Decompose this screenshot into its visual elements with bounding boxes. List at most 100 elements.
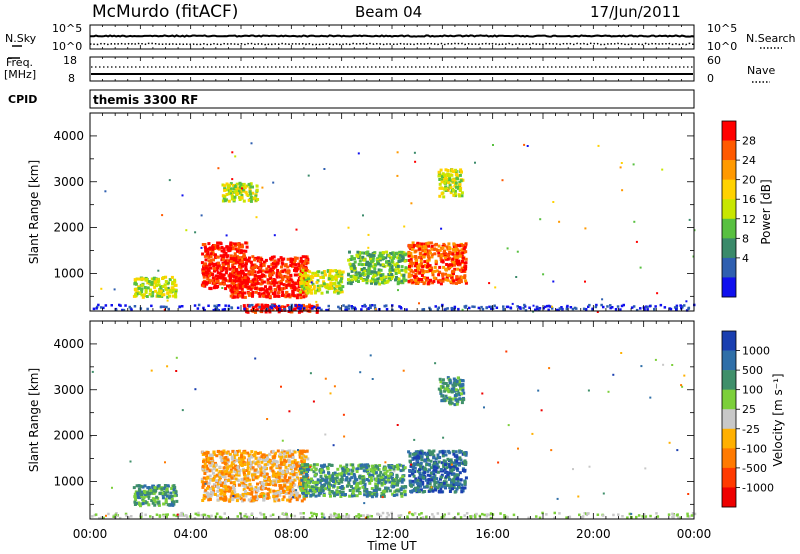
echo-cell: [134, 293, 137, 297]
echo-cell: [396, 479, 400, 483]
echo-cell: [275, 275, 279, 279]
echo-cell: [648, 304, 652, 308]
echo-cell: [452, 465, 456, 469]
echo-cell: [345, 463, 349, 467]
echo-cell: [493, 304, 496, 307]
echo-cell: [376, 260, 380, 264]
echo-cell: [224, 304, 227, 307]
echo-cell: [246, 280, 250, 284]
echo-cell: [363, 489, 367, 493]
echo-cell: [259, 473, 263, 477]
echo-cell: [159, 289, 163, 293]
echo-cell: [293, 458, 297, 462]
echo-cell: [201, 268, 205, 272]
echo-cell: [242, 252, 246, 256]
echo-cell: [269, 277, 273, 280]
echo-cell: [271, 303, 274, 307]
echo-cell: [333, 471, 337, 475]
echo-cell: [260, 287, 264, 291]
echo-cell: [261, 186, 264, 189]
echo-cell: [171, 294, 175, 298]
echo-cell: [442, 480, 446, 484]
echo-cell: [387, 262, 391, 266]
echo-cell: [464, 304, 468, 308]
echo-cell: [457, 249, 461, 253]
echo-cell: [139, 484, 143, 488]
echo-cell: [324, 475, 328, 479]
echo-cell: [432, 276, 436, 280]
echo-cell: [263, 465, 267, 469]
echo-cell: [381, 255, 385, 259]
echo-cell: [341, 285, 345, 289]
echo-cell: [389, 472, 393, 476]
echo-cell: [274, 460, 278, 463]
echo-cell: [213, 262, 217, 266]
echo-cell: [290, 283, 294, 287]
echo-cell: [401, 464, 405, 468]
echo-cell: [236, 468, 240, 471]
echo-cell: [247, 198, 251, 202]
echo-cell: [293, 286, 297, 290]
echo-cell: [397, 463, 401, 467]
echo-cell: [245, 192, 249, 196]
echo-cell: [390, 260, 394, 264]
echo-cell: [366, 470, 370, 474]
echo-cell: [209, 464, 213, 468]
echo-cell: [367, 269, 371, 273]
echo-cell: [446, 172, 450, 176]
echo-cell: [156, 294, 160, 298]
nave-right-tick-top: 60: [707, 54, 721, 67]
echo-cell: [462, 247, 466, 251]
echo-cell: [373, 306, 377, 310]
echo-cell: [358, 475, 361, 479]
echo-cell: [157, 283, 161, 287]
echo-cell: [411, 241, 415, 245]
station-title: McMurdo (fitACF): [92, 2, 238, 22]
echo-cell: [412, 489, 415, 493]
echo-cell: [218, 465, 222, 469]
echo-cell: [421, 490, 425, 494]
echo-cell: [299, 256, 303, 260]
echo-cell: [286, 304, 290, 308]
echo-cell: [450, 480, 453, 484]
echo-cell: [364, 263, 368, 267]
echo-cell: [331, 269, 335, 273]
echo-cell: [135, 292, 139, 296]
echo-cell: [137, 501, 141, 505]
echo-cell: [423, 252, 427, 256]
echo-cell: [174, 490, 178, 494]
echo-cell: [395, 483, 399, 487]
echo-cell: [411, 483, 415, 487]
echo-cell: [437, 306, 440, 309]
echo-cell: [382, 467, 386, 471]
echo-cell: [150, 280, 154, 284]
echo-cell: [208, 487, 212, 491]
colorbar-segment: [722, 160, 736, 180]
echo-cell: [238, 290, 242, 294]
echo-cell: [345, 306, 349, 309]
echo-cell: [294, 269, 298, 273]
echo-cell: [427, 249, 431, 253]
echo-cell: [367, 262, 371, 266]
echo-cell: [275, 473, 279, 477]
echo-cell: [334, 274, 338, 278]
echo-cell: [350, 278, 354, 282]
echo-cell: [419, 259, 423, 263]
echo-cell: [300, 274, 304, 278]
echo-cell: [516, 305, 519, 308]
echo-cell: [234, 464, 237, 468]
echo-cell: [275, 477, 279, 481]
echo-cell: [147, 280, 151, 283]
echo-cell: [254, 450, 258, 454]
echo-cell: [582, 307, 586, 311]
echo-cell: [260, 481, 264, 485]
echo-cell: [388, 268, 392, 272]
echo-cell: [444, 475, 448, 479]
echo-cell: [252, 475, 256, 479]
echo-cell: [427, 478, 431, 481]
echo-cell: [543, 305, 547, 309]
echo-cell: [635, 240, 638, 243]
echo-cell: [221, 194, 225, 198]
echo-cell: [296, 279, 300, 283]
echo-cell: [146, 307, 149, 311]
